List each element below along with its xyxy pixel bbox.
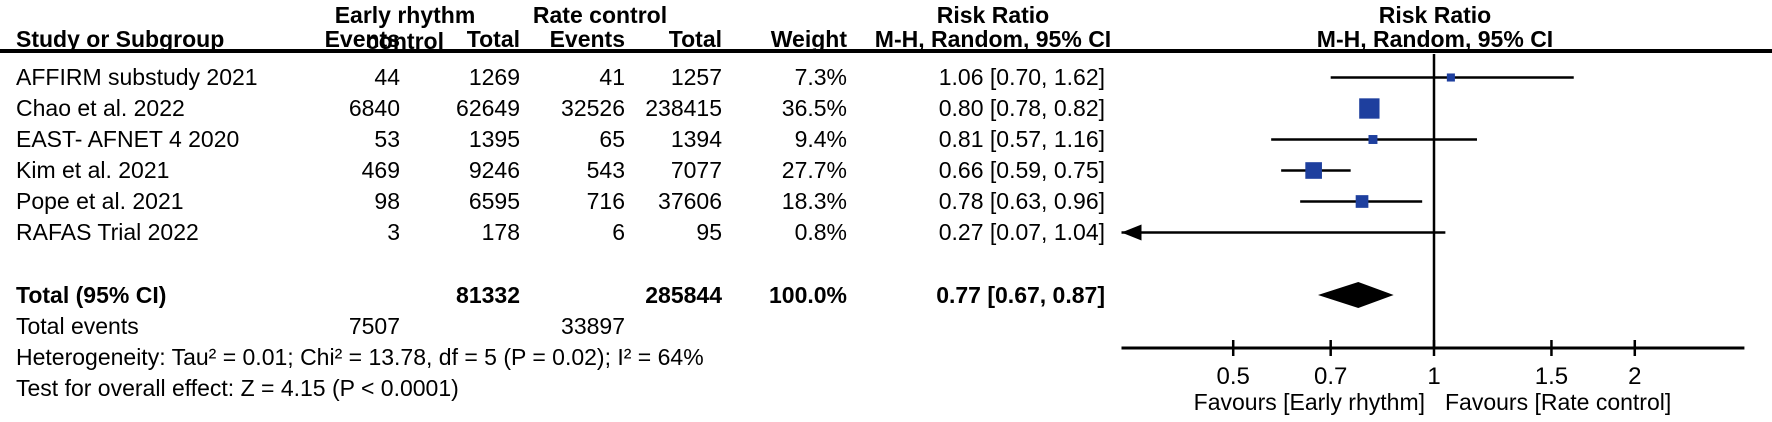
erc-total: 6595	[468, 188, 520, 214]
erc-events: 6840	[348, 95, 400, 121]
risk-ratio-ci: 0.27 [0.07, 1.04]	[938, 219, 1105, 245]
total-label: Total (95% CI)	[16, 282, 167, 308]
effect-square	[1355, 195, 1369, 208]
pooled-effect-diamond	[1317, 282, 1394, 308]
risk-ratio-ci: 0.80 [0.78, 0.82]	[938, 95, 1105, 121]
rc-events: 716	[586, 188, 625, 214]
total-events-row: Total events 7507 33897	[0, 311, 1121, 342]
table-row-east-afnet: EAST- AFNET 4 2020 53 1395 65 1394 9.4% …	[0, 124, 1121, 155]
favours-left-label: Favours [Early rhythm]	[1194, 389, 1425, 415]
rc-events: 65	[599, 126, 625, 152]
weight: 18.3%	[781, 188, 847, 214]
effect-square	[1446, 73, 1455, 82]
favours-right-label: Favours [Rate control]	[1445, 389, 1671, 415]
effect-square	[1368, 135, 1378, 144]
rc-events: 32526	[561, 95, 625, 121]
erc-events: 44	[374, 64, 400, 90]
risk-ratio-ci: 0.78 [0.63, 0.96]	[938, 188, 1105, 214]
rc-total: 7077	[670, 157, 722, 183]
study-name: RAFAS Trial 2022	[16, 219, 199, 245]
total-erc-total: 81332	[456, 282, 520, 308]
axis-tick-label: 2	[1628, 363, 1641, 390]
rc-events: 543	[586, 157, 625, 183]
total-weight: 100.0%	[768, 282, 847, 308]
weight: 9.4%	[794, 126, 847, 152]
rc-total: 37606	[658, 188, 722, 214]
erc-total: 62649	[456, 95, 520, 121]
total-events-erc: 7507	[348, 313, 400, 339]
total-risk-ratio-ci: 0.77 [0.67, 0.87]	[936, 282, 1105, 308]
column-header-mh-ci-text: M-H, Random, 95% CI	[874, 26, 1112, 52]
effect-square	[1359, 98, 1380, 119]
column-header-rc-total: Total	[668, 26, 722, 52]
risk-ratio-header-text-column: Risk Ratio	[936, 2, 1050, 28]
column-header-erc-events: Events	[324, 26, 400, 52]
erc-total: 1395	[468, 126, 520, 152]
study-name: Kim et al. 2021	[16, 157, 170, 183]
erc-events: 53	[374, 126, 400, 152]
weight: 7.3%	[794, 64, 847, 90]
column-header-study: Study or Subgroup	[16, 26, 225, 52]
total-events-rc: 33897	[561, 313, 625, 339]
erc-total: 178	[481, 219, 520, 245]
header-divider-rule	[0, 49, 1772, 53]
table-row-affirm: AFFIRM substudy 2021 44 1269 41 1257 7.3…	[0, 62, 1121, 93]
weight: 27.7%	[781, 157, 847, 183]
axis-tick-label: 1.5	[1535, 363, 1568, 390]
group-header-rate-control: Rate control	[532, 2, 668, 28]
study-name: AFFIRM substudy 2021	[16, 64, 258, 90]
erc-total: 9246	[468, 157, 520, 183]
overall-effect-text: Test for overall effect: Z = 4.15 (P < 0…	[16, 375, 459, 401]
risk-ratio-ci: 0.81 [0.57, 1.16]	[938, 126, 1105, 152]
risk-ratio-ci: 0.66 [0.59, 0.75]	[938, 157, 1105, 183]
column-header-weight: Weight	[770, 26, 847, 52]
column-header-rc-events: Events	[549, 26, 625, 52]
effect-square	[1305, 162, 1322, 179]
heterogeneity-text: Heterogeneity: Tau² = 0.01; Chi² = 13.78…	[16, 344, 704, 370]
risk-ratio-ci: 1.06 [0.70, 1.62]	[938, 64, 1105, 90]
axis-tick-label: 0.5	[1217, 363, 1250, 390]
total-rc-total: 285844	[645, 282, 722, 308]
rc-total: 238415	[645, 95, 722, 121]
study-name: EAST- AFNET 4 2020	[16, 126, 240, 152]
column-header-erc-total: Total	[466, 26, 520, 52]
weight: 0.8%	[794, 219, 847, 245]
rc-events: 41	[599, 64, 625, 90]
axis-tick-label: 1	[1427, 363, 1440, 390]
group-header-early-rhythm: Early rhythm control	[334, 2, 476, 54]
risk-ratio-header-plot-column: Risk Ratio	[1378, 2, 1492, 28]
rc-total: 1394	[670, 126, 722, 152]
erc-events: 469	[361, 157, 400, 183]
column-header-mh-ci-plot: M-H, Random, 95% CI	[1316, 26, 1554, 52]
rc-events: 6	[612, 219, 625, 245]
ci-arrow-left	[1121, 224, 1142, 241]
table-row-chao: Chao et al. 2022 6840 62649 32526 238415…	[0, 93, 1121, 124]
weight: 36.5%	[781, 95, 847, 121]
study-name: Pope et al. 2021	[16, 188, 184, 214]
erc-events: 3	[387, 219, 400, 245]
table-row-pope: Pope et al. 2021 98 6595 716 37606 18.3%…	[0, 186, 1121, 217]
table-row-rafas: RAFAS Trial 2022 3 178 6 95 0.8% 0.27 [0…	[0, 217, 1121, 248]
erc-total: 1269	[468, 64, 520, 90]
total-row: Total (95% CI) 81332 285844 100.0% 0.77 …	[0, 280, 1121, 311]
study-name: Chao et al. 2022	[16, 95, 185, 121]
total-events-label: Total events	[16, 313, 139, 339]
axis-tick-label: 0.7	[1314, 363, 1347, 390]
rc-total: 1257	[670, 64, 722, 90]
erc-events: 98	[374, 188, 400, 214]
table-row-kim: Kim et al. 2021 469 9246 543 7077 27.7% …	[0, 155, 1121, 186]
rc-total: 95	[696, 219, 722, 245]
